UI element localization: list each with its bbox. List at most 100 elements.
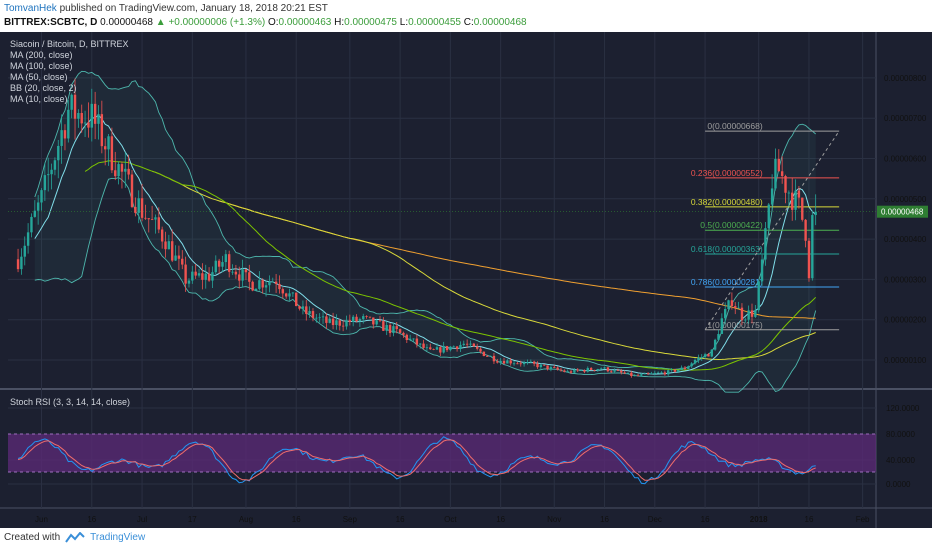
candle-body [791,192,794,210]
candle-body [271,281,274,283]
candle-body [392,326,395,334]
candle-body [703,354,707,358]
trading-chart[interactable]: 0(0.00000668) 0.236(0.00000552) 0.382(0.00… [0,32,932,528]
candle-body [147,218,150,220]
candle-body [764,228,767,260]
candle-body [157,217,161,230]
candle-body [194,271,197,276]
candle-body [502,360,506,364]
candle-body [727,300,730,310]
candle-body [47,174,50,176]
low-value: 0.00000455 [408,17,461,28]
candle-body [144,217,147,219]
candle-body [687,366,690,369]
candle-body [73,94,77,119]
candle-body [164,241,167,250]
candle-body [274,281,278,284]
candle-body [321,316,325,318]
candle-body [358,319,362,322]
candle-body [23,245,26,257]
candle-body [33,210,37,217]
candle-body [16,259,20,270]
stoch-rsi-legend: Stoch RSI (3, 3, 14, 14, close) [10,397,130,407]
candle-body [284,293,288,297]
price-tick-label: 0.00000700 [884,114,927,123]
candle-body [455,346,459,349]
candle-body [794,190,797,210]
fib-level-label: 1(0.00000175) [707,320,762,330]
candle-body [248,272,251,282]
tradingview-brand[interactable]: TradingView [90,532,146,543]
candle-body [690,363,693,367]
fib-level-label: 0(0.00000668) [707,121,762,131]
candle-body [633,375,636,377]
candle-body [730,300,734,307]
candle-body [305,306,308,314]
candle-body [355,316,358,322]
candle-body [348,320,352,322]
candle-body [335,320,338,326]
price-tick-label: 0.00000300 [884,275,927,284]
candle-body [439,347,442,353]
time-tick-label: Jul [137,515,147,524]
candle-body [154,217,157,220]
candle-body [137,198,140,213]
author-link[interactable]: TomvanHek [4,3,57,14]
candle-body [36,202,40,211]
candle-body [445,346,449,351]
candle-body [620,370,623,373]
candle-body [680,367,683,370]
indicator-legend-item: BB (20, close, 2) [10,83,77,93]
candle-body [53,160,57,170]
candle-body [723,309,727,319]
time-tick-label: Oct [444,515,457,524]
candle-body [606,367,610,372]
candle-body [425,347,429,349]
candle-body [244,269,248,273]
candle-body [103,146,107,150]
candle-body [442,346,445,353]
symbol-label: BITTREX:SCBTC, D [4,17,98,28]
candle-body [643,373,646,375]
price-tick-label: 0.00000500 [884,195,927,204]
candle-body [224,254,228,263]
candle-body [120,164,124,172]
candle-body [258,280,261,289]
last-price: 0.00000468 [100,17,153,28]
candle-body [308,311,311,314]
time-tick-label: Aug [239,515,253,524]
candle-body [382,321,385,331]
candle-body [130,174,134,207]
candle-body [432,349,435,350]
candle-body [532,361,536,364]
price-tick-label: 0.00000200 [884,316,927,325]
time-tick-label: 16 [292,515,301,524]
candle-body [693,359,697,364]
candle-body [167,241,171,250]
candle-body [197,273,201,276]
candle-body [93,103,97,124]
fib-level-label: 0.236(0.00000552) [691,168,763,178]
candle-body [311,311,315,318]
candle-body [63,130,67,139]
candle-body [221,262,224,267]
candle-body [295,292,298,307]
price-change: +0.00000006 (+1.3%) [168,17,266,28]
ma-10-line [34,114,817,375]
candle-body [264,285,268,288]
candle-body [512,363,516,365]
quote-line: BITTREX:SCBTC, D 0.00000468 ▲ +0.0000000… [4,17,527,28]
candle-body [100,114,104,147]
stoch-rsi-k-line [17,436,816,485]
rsi-tick-label: 120.0000 [886,404,920,413]
candle-body [667,370,670,375]
candle-body [744,319,747,321]
candle-body [519,363,522,365]
candle-body [576,369,579,371]
candle-body [26,232,30,246]
candle-body [486,356,489,357]
time-tick-label: Dec [648,515,662,524]
candle-body [435,347,439,350]
time-tick-label: Feb [856,515,870,524]
candle-body [599,368,603,370]
